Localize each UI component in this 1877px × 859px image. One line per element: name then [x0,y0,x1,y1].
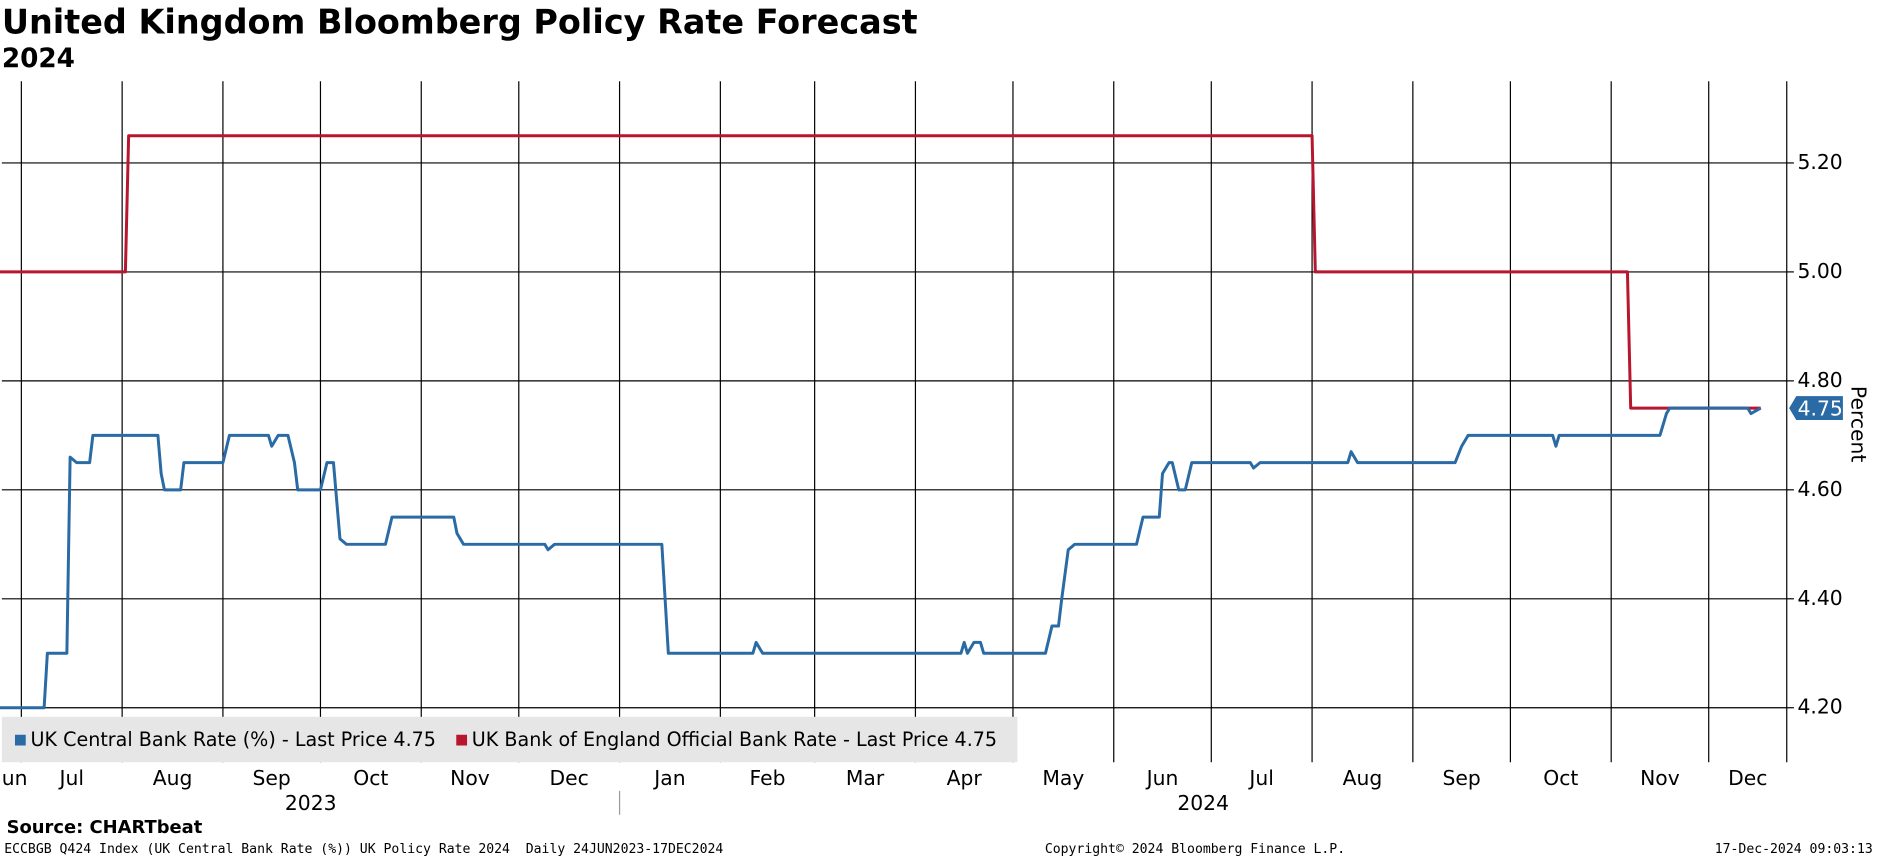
x-tick-label: Jul [57,766,84,790]
footer-center: Copyright© 2024 Bloomberg Finance L.P. [1045,842,1345,857]
x-tick-label: Apr [947,766,983,790]
x-tick-label: Feb [750,766,786,790]
chart-title: United Kingdom Bloomberg Policy Rate For… [2,2,918,41]
x-tick-label: Jun [0,766,27,790]
x-tick-label: Nov [1640,766,1680,790]
source: Source: CHARTbeat [7,817,203,838]
chart-subtitle: 2024 [2,44,75,74]
legend-background [1,716,1018,763]
x-tick-label: Oct [353,766,388,790]
legend-swatch [456,734,468,746]
y-tick-label: 5.00 [1798,259,1843,283]
footer-left: ECCBGB Q424 Index (UK Central Bank Rate … [4,842,723,857]
x-tick-label: Dec [1728,766,1767,790]
last-price-tag [1789,396,1843,421]
x-tick-label: Jun [1145,766,1179,790]
year-label: 2024 [1177,791,1229,815]
year-label: 2023 [285,791,337,815]
legend-label: UK Central Bank Rate (%) - Last Price 4.… [31,728,436,751]
y-tick-label: 5.20 [1798,150,1843,174]
series-line [0,406,1762,710]
x-tick-label: Jul [1247,766,1274,790]
legend-label: UK Bank of England Official Bank Rate - … [472,728,997,751]
x-tick-label: Nov [450,766,490,790]
x-tick-label: Aug [153,766,193,790]
x-tick-label: Mar [846,766,885,790]
x-tick-label: Oct [1543,766,1578,790]
x-tick-label: Dec [550,766,589,790]
y-axis-label: Percent [1846,386,1870,462]
x-tick-label: Sep [253,766,291,790]
y-tick-label: 4.60 [1798,477,1843,501]
y-tick-label: 4.40 [1798,586,1843,610]
footer-right: 17-Dec-2024 09:03:13 [1715,842,1873,857]
x-tick-label: Aug [1343,766,1383,790]
x-tick-label: May [1042,766,1084,790]
legend-swatch [14,734,26,746]
x-tick-label: Jan [652,766,685,790]
y-tick-label: 4.20 [1798,695,1843,719]
x-tick-label: Sep [1442,766,1480,790]
last-price-label: 4.75 [1798,396,1843,420]
series-line [0,134,1761,410]
y-tick-label: 4.80 [1798,368,1843,392]
